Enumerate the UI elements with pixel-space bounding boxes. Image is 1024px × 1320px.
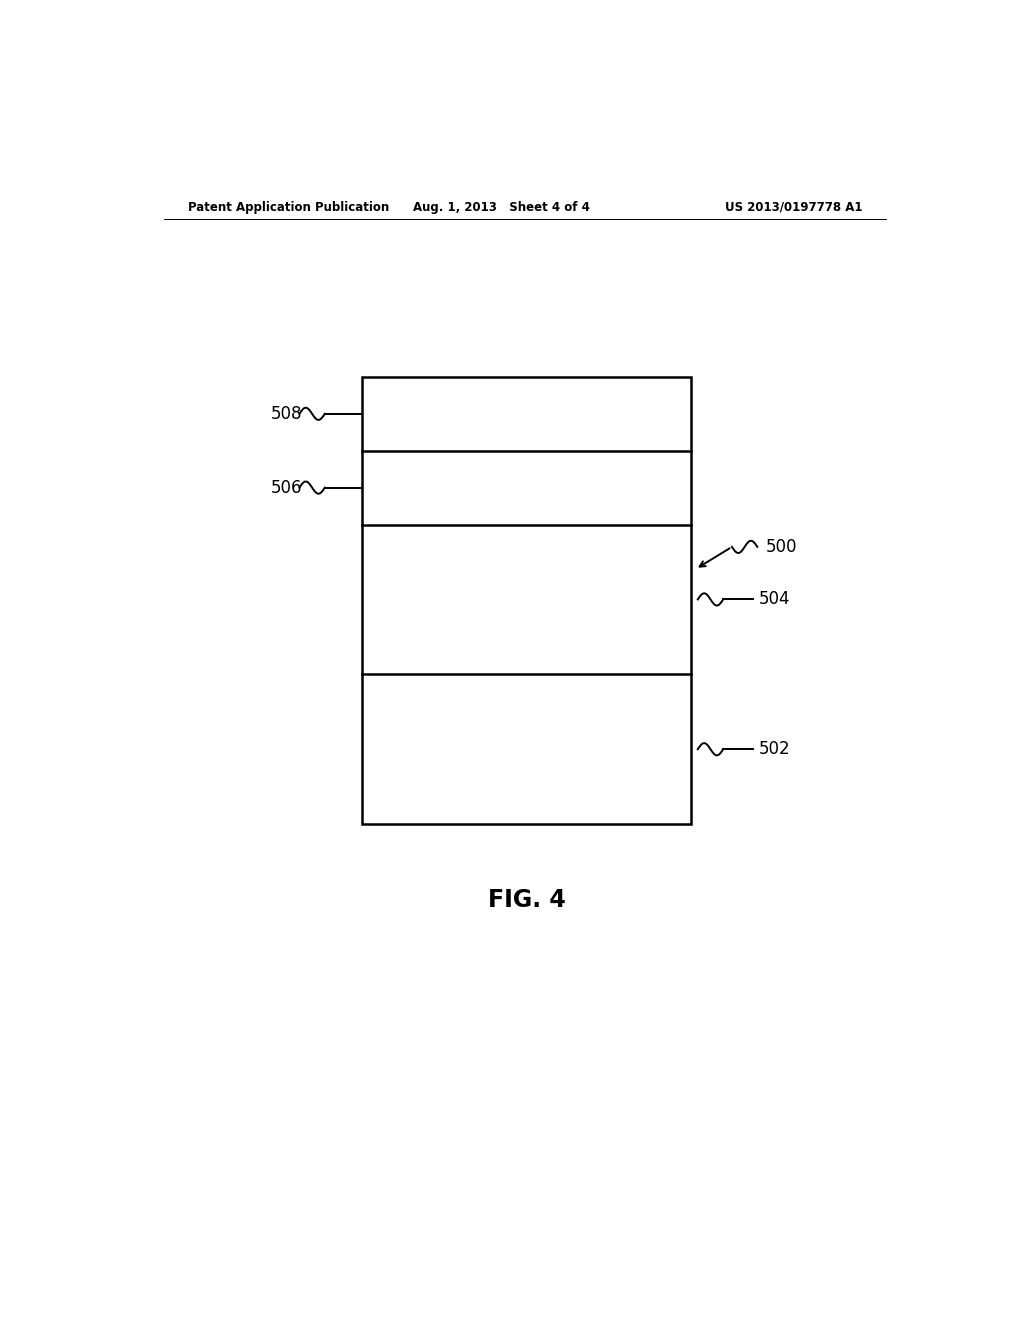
Bar (362, 378, 691, 824)
Text: 502: 502 (759, 741, 791, 758)
Text: US 2013/0197778 A1: US 2013/0197778 A1 (725, 201, 862, 214)
Text: FIG. 4: FIG. 4 (487, 888, 565, 912)
Text: 500: 500 (765, 537, 797, 556)
Text: 508: 508 (270, 405, 302, 422)
Text: 504: 504 (759, 590, 791, 609)
Text: 506: 506 (270, 479, 302, 496)
Text: Aug. 1, 2013   Sheet 4 of 4: Aug. 1, 2013 Sheet 4 of 4 (413, 201, 590, 214)
Text: Patent Application Publication: Patent Application Publication (187, 201, 389, 214)
